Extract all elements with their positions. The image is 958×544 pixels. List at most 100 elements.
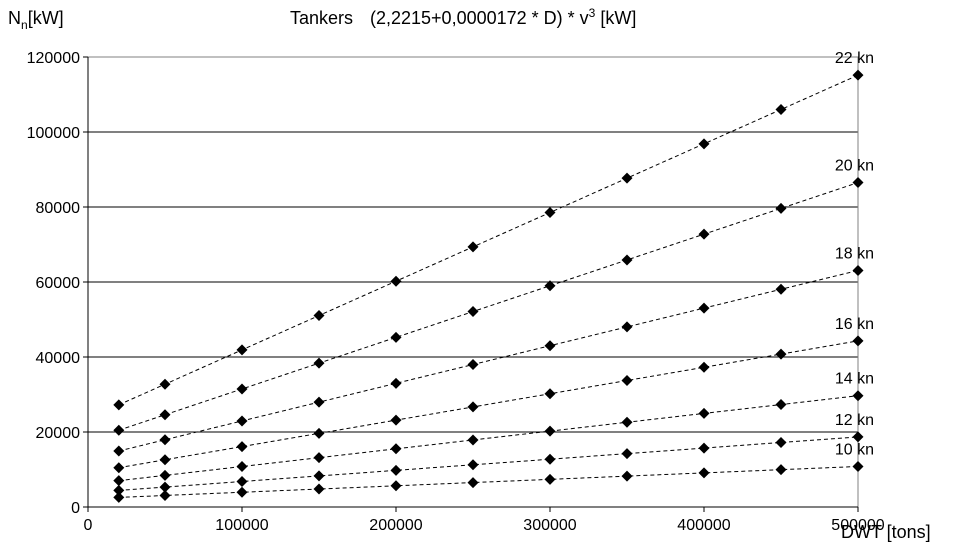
data-point: [313, 357, 325, 369]
data-point: [390, 275, 402, 287]
data-point: [698, 228, 710, 240]
data-point: [113, 491, 125, 503]
data-point: [698, 138, 710, 150]
data-point: [159, 469, 171, 481]
data-point: [159, 434, 171, 446]
data-point: [775, 202, 787, 214]
data-point: [390, 443, 402, 455]
data-point: [621, 416, 633, 428]
data-point: [775, 283, 787, 295]
data-point: [852, 460, 864, 472]
data-point: [698, 442, 710, 454]
y-axis-label-main: N: [8, 8, 21, 28]
data-point: [390, 414, 402, 426]
data-point: [467, 241, 479, 253]
data-point: [775, 436, 787, 448]
y-tick-label: 40000: [36, 350, 81, 367]
series-line: [118, 340, 859, 469]
chart-title: Tankers: [290, 8, 353, 28]
data-point: [467, 477, 479, 489]
data-point: [467, 359, 479, 371]
data-point: [390, 464, 402, 476]
data-point: [852, 69, 864, 81]
series-label: 12 kn: [835, 412, 874, 429]
data-point: [313, 396, 325, 408]
series-labels: 10 kn 12 kn 14 kn 16 kn 18 kn 20 kn 22 kn: [835, 50, 874, 458]
y-axis-label-unit: [kW]: [28, 8, 64, 28]
data-point: [313, 483, 325, 495]
data-point: [159, 378, 171, 390]
series-label: 14 kn: [835, 371, 874, 388]
formula-superscript: 3: [589, 6, 596, 20]
y-tick-label: 80000: [36, 200, 81, 217]
y-axis-label: Nn[kW]: [8, 8, 64, 32]
data-point: [852, 264, 864, 276]
data-point: [698, 302, 710, 314]
data-point: [113, 484, 125, 496]
data-point: [390, 377, 402, 389]
y-axis-label-subscript: n: [21, 18, 28, 32]
data-point: [236, 486, 248, 498]
data-point: [467, 459, 479, 471]
data-point: [775, 348, 787, 360]
data-point: [313, 470, 325, 482]
data-point: [159, 489, 171, 501]
data-point: [544, 473, 556, 485]
series-label: 18 kn: [835, 245, 874, 262]
data-point: [467, 401, 479, 413]
series-label: 10 kn: [835, 441, 874, 458]
data-point: [113, 424, 125, 436]
series-line: [118, 269, 859, 452]
data-point: [852, 335, 864, 347]
formula-unit: [kW]: [595, 8, 636, 28]
data-point: [544, 207, 556, 219]
data-point: [621, 172, 633, 184]
data-point: [621, 470, 633, 482]
y-tick-label: 0: [71, 500, 80, 517]
formula-text: (2,2215+0,0000172 * D) * v: [370, 8, 589, 28]
data-point: [544, 280, 556, 292]
data-point: [113, 399, 125, 411]
data-point: [113, 475, 125, 487]
data-point: [313, 427, 325, 439]
data-point: [775, 399, 787, 411]
data-point: [113, 462, 125, 474]
data-point: [544, 425, 556, 437]
data-point: [621, 448, 633, 460]
data-point: [852, 431, 864, 443]
series-line: [118, 465, 859, 498]
x-tick-label: 300000: [523, 517, 576, 534]
data-point: [113, 445, 125, 457]
data-point: [775, 103, 787, 115]
series-line: [118, 182, 859, 431]
y-tick-label: 120000: [27, 50, 80, 67]
data-point: [313, 452, 325, 464]
x-tick-label: 100000: [215, 517, 268, 534]
data-point: [159, 481, 171, 493]
data-point: [621, 375, 633, 387]
data-point: [236, 441, 248, 453]
data-point: [390, 331, 402, 343]
data-point: [621, 321, 633, 333]
x-tick-label: 200000: [369, 517, 422, 534]
axes: 0 20000 40000 60000 80000 100000 120000 0 100000…: [27, 50, 885, 534]
data-point: [775, 464, 787, 476]
series-group: [113, 69, 864, 503]
series-label: 16 kn: [835, 316, 874, 333]
series-line: [118, 436, 859, 491]
x-axis-label: DWT [tons]: [841, 522, 931, 542]
series-label: 22 kn: [835, 50, 874, 67]
data-point: [544, 340, 556, 352]
series-label: 20 kn: [835, 158, 874, 175]
y-tick-label: 100000: [27, 125, 80, 142]
data-point: [390, 480, 402, 492]
data-point: [467, 306, 479, 318]
x-tick-label: 500000: [831, 517, 884, 534]
data-point: [236, 461, 248, 473]
data-point: [236, 383, 248, 395]
data-point: [621, 254, 633, 266]
data-point: [852, 177, 864, 189]
data-point: [313, 310, 325, 322]
x-tick-label: 0: [84, 517, 93, 534]
